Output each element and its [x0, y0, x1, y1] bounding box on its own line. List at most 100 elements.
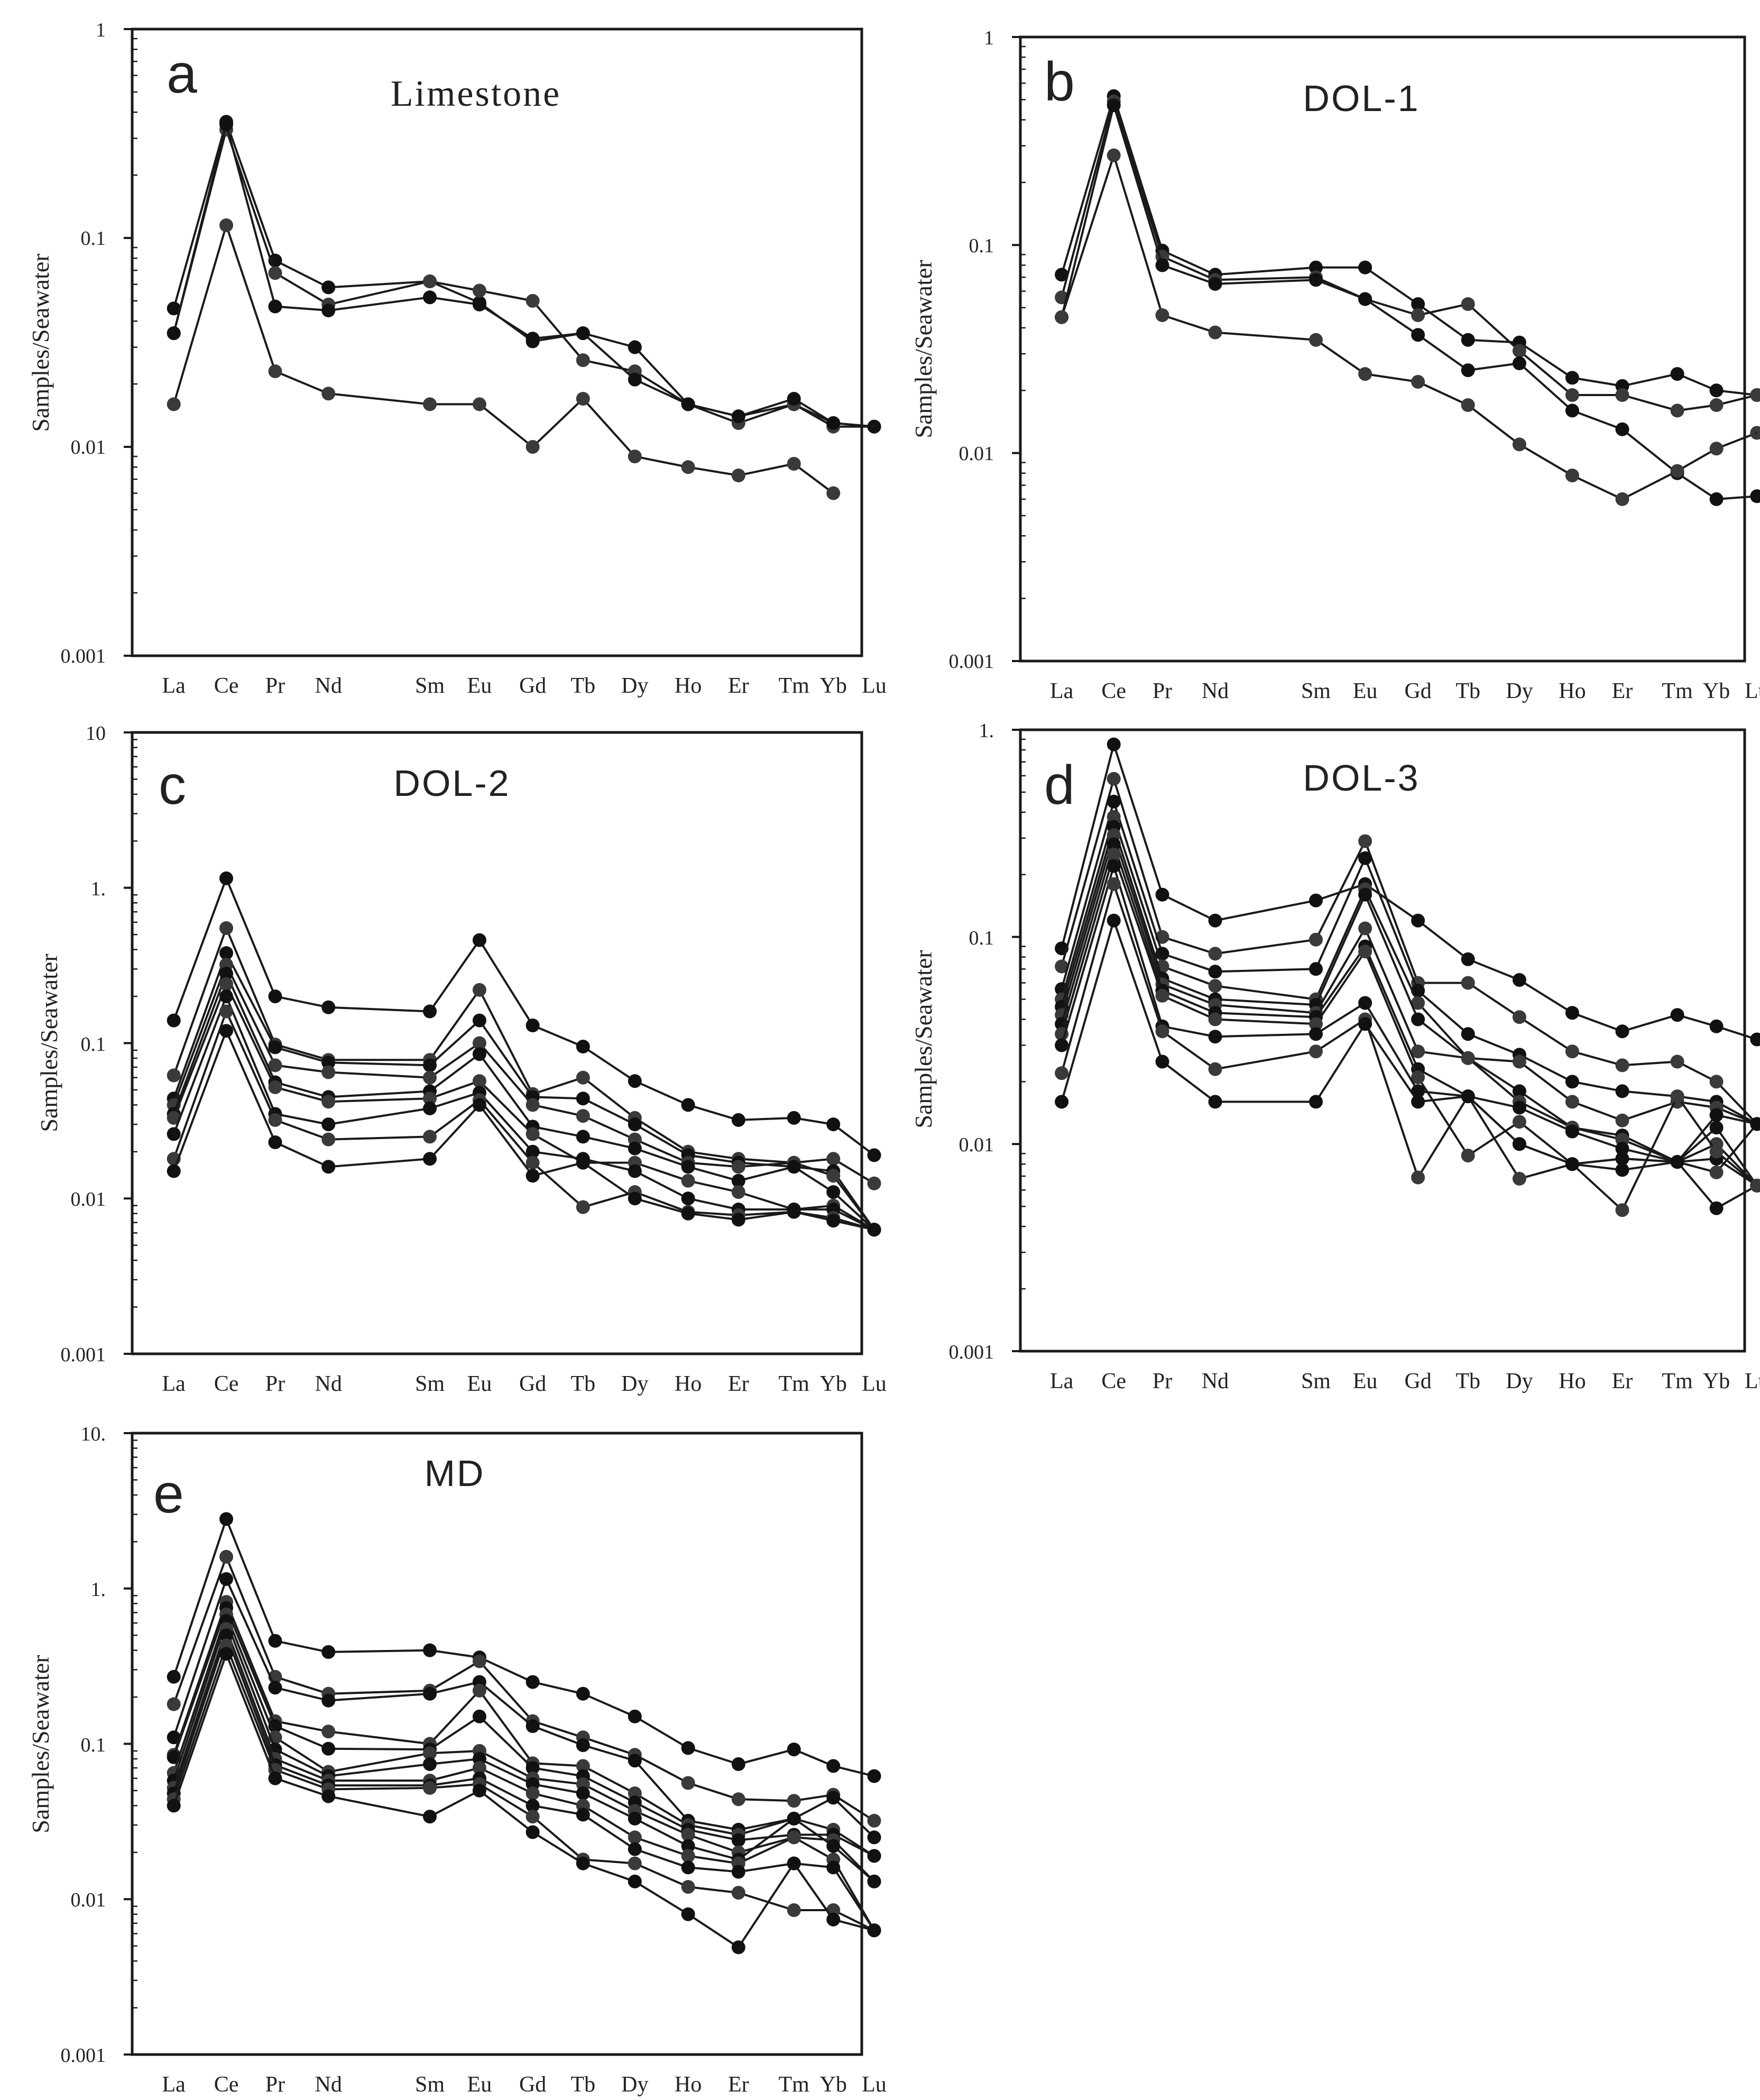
- data-point: [1512, 1171, 1526, 1186]
- data-point: [472, 1761, 486, 1775]
- data-point: [1461, 398, 1475, 412]
- data-point: [1411, 996, 1425, 1010]
- data-point: [628, 1842, 642, 1856]
- x-tick-label-tb: Tb: [571, 1372, 596, 1396]
- data-point: [681, 1839, 695, 1853]
- data-point: [787, 1743, 801, 1757]
- data-point: [1670, 367, 1684, 381]
- data-point: [268, 1080, 282, 1094]
- series-d2-5: [167, 967, 881, 1237]
- data-point: [268, 1634, 282, 1648]
- y-tick-label-0.01: 0.01: [71, 436, 106, 458]
- data-point: [321, 1645, 336, 1659]
- panel-a-limestone: a Limestone Samples/Seawater 1 0.1 0.01 …: [27, 19, 887, 698]
- data-point: [1309, 1044, 1323, 1059]
- data-point: [628, 1811, 642, 1826]
- series-line: [172, 995, 875, 1231]
- series-d2-1: [167, 871, 881, 1162]
- x-tick-label-ho: Ho: [1559, 1369, 1586, 1393]
- data-point: [321, 1725, 336, 1739]
- panel-title: MD: [425, 1453, 485, 1494]
- data-point: [1709, 442, 1724, 456]
- panel-b-dol1: b DOL-1 Samples/Seawater 1 0.1 0.01 0.00…: [910, 27, 1760, 703]
- data-point: [1309, 1017, 1323, 1031]
- y-axis-label: Samples/Seawater: [35, 953, 62, 1132]
- x-tick-label-lu: Lu: [862, 1372, 887, 1396]
- data-point: [1615, 1152, 1629, 1166]
- data-point: [1208, 325, 1222, 340]
- data-point: [1107, 810, 1121, 824]
- x-tick-label-pr: Pr: [1153, 679, 1172, 703]
- data-point: [1208, 965, 1222, 979]
- data-point: [167, 1730, 181, 1745]
- data-point: [423, 1004, 437, 1019]
- x-tick-label-sm: Sm: [1301, 1369, 1331, 1393]
- data-point: [167, 326, 181, 341]
- series-line: [1061, 815, 1758, 1125]
- data-point: [867, 1830, 881, 1845]
- data-point: [1512, 356, 1526, 370]
- data-point: [1461, 1051, 1475, 1065]
- data-point: [472, 1098, 486, 1112]
- x-tick-label-ho: Ho: [675, 674, 702, 698]
- y-tick-label-1: 1.: [91, 1579, 106, 1601]
- data-point: [787, 1811, 801, 1826]
- x-tick-label-eu: Eu: [467, 674, 492, 698]
- plot-frame: [131, 1432, 863, 2056]
- data-point: [731, 1173, 745, 1188]
- data-point: [1709, 1165, 1724, 1179]
- series-d3-2: [1055, 772, 1760, 1131]
- data-point: [1565, 388, 1579, 402]
- data-point: [867, 1923, 881, 1938]
- data-point: [576, 326, 590, 341]
- x-tick-label-gd: Gd: [519, 1372, 546, 1396]
- data-point: [1358, 367, 1372, 381]
- data-point: [731, 1865, 745, 1879]
- data-point: [423, 1101, 437, 1115]
- series-line: [172, 952, 876, 1231]
- series-line: [172, 927, 875, 1185]
- data-point: [321, 1065, 336, 1079]
- x-tick-label-nd: Nd: [315, 2073, 342, 2097]
- data-point: [826, 1759, 841, 1773]
- data-point: [1750, 1032, 1760, 1047]
- x-tick-label-la: La: [162, 674, 186, 698]
- data-point: [1615, 1203, 1629, 1217]
- x-tick-label-dy: Dy: [1506, 1369, 1533, 1393]
- x-tick-label-dy: Dy: [621, 1372, 648, 1396]
- data-point: [268, 1058, 282, 1072]
- y-tick-label-0.001: 0.001: [61, 1344, 106, 1366]
- x-tick-label-lu: Lu: [1745, 1369, 1760, 1393]
- data-point: [1155, 988, 1169, 1003]
- data-point: [867, 1874, 881, 1888]
- data-point: [167, 301, 181, 316]
- data-point: [1411, 913, 1425, 928]
- data-point: [787, 457, 801, 471]
- data-point: [423, 1810, 437, 1824]
- data-point: [1709, 398, 1724, 412]
- data-point: [1055, 268, 1069, 282]
- data-point: [1107, 859, 1121, 873]
- data-point: [167, 1697, 181, 1711]
- data-point: [1461, 297, 1475, 311]
- data-point: [1615, 1084, 1629, 1098]
- data-point: [681, 460, 695, 474]
- x-tick-label-dy: Dy: [621, 674, 648, 698]
- data-point: [1615, 1024, 1629, 1039]
- x-tick-label-pr: Pr: [1153, 1369, 1172, 1393]
- series-line: [1061, 100, 1757, 412]
- data-point: [681, 1160, 695, 1174]
- data-point: [1461, 363, 1475, 378]
- data-point: [423, 1757, 437, 1771]
- data-point: [167, 1164, 181, 1178]
- series-d2-9: [167, 1024, 881, 1237]
- data-point: [681, 1098, 695, 1112]
- data-point: [268, 989, 282, 1004]
- series-line: [172, 123, 874, 428]
- data-point: [787, 1160, 801, 1174]
- data-point: [321, 1741, 336, 1756]
- series-d1-4: [1055, 148, 1760, 506]
- data-point: [1750, 426, 1760, 440]
- data-point: [826, 1185, 841, 1199]
- x-tick-label-ho: Ho: [1559, 679, 1586, 703]
